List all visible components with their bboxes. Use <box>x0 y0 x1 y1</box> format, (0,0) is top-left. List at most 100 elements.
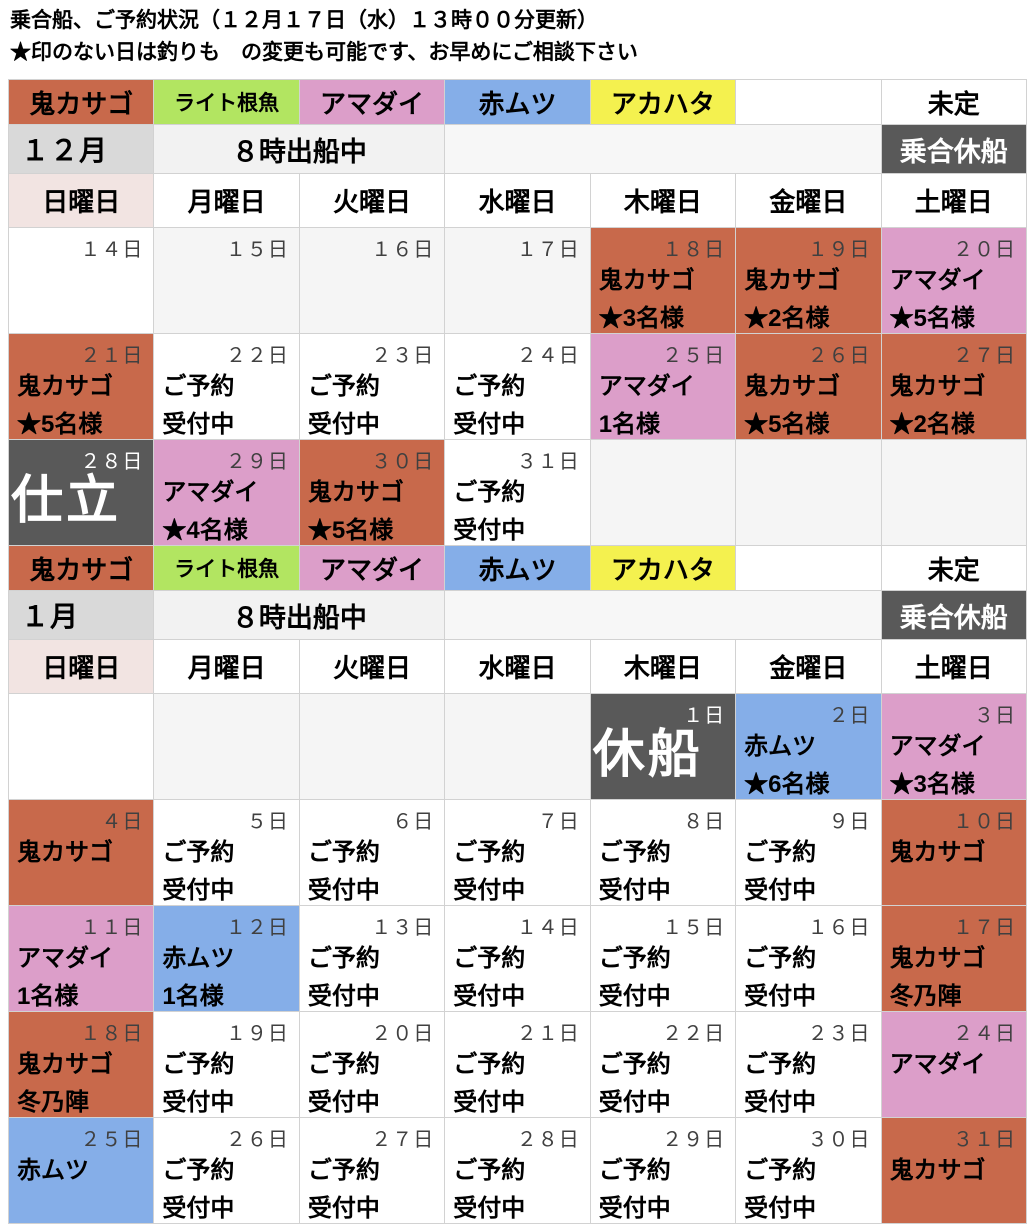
cell-date: ２６日 <box>225 1129 289 1151</box>
calendar-cell: ３日 アマダイ ★3名様 <box>881 694 1026 799</box>
cell-date: ２６日 <box>807 345 871 367</box>
legend-item: ライト根魚 <box>154 546 299 590</box>
cell-date: ２０日 <box>371 1023 435 1045</box>
calendar-cell <box>154 694 299 799</box>
calendar-cell: ８日 ご予約 受付中 <box>590 800 736 905</box>
page-header: 乗合船、ご予約状況（１２月１７日（水）１３時００分更新） ★印のない日は釣りも … <box>0 0 1031 79</box>
cell-line: 鬼カサゴ <box>307 479 404 506</box>
cell-date: ２０日 <box>953 239 1016 261</box>
shared-boat-closed-badge: 乗合休船 <box>881 125 1026 173</box>
cell-line: 1名様 <box>17 983 79 1010</box>
calendar-cell: １３日 ご予約 受付中 <box>299 906 445 1011</box>
cell-date: １９日 <box>807 239 871 261</box>
cell-date: １４日 <box>80 239 144 261</box>
calendar-cell: ６日 ご予約 受付中 <box>299 800 445 905</box>
cell-date: ２５日 <box>80 1129 144 1151</box>
legend-item: アカハタ <box>590 546 736 590</box>
calendar-cell: ７日 ご予約受付中 <box>445 800 590 905</box>
cell-date: ３１日 <box>516 451 580 473</box>
day-header-3: 水曜日 <box>445 640 590 693</box>
cell-line: ご予約 <box>598 945 671 972</box>
calendar-cell: ２６日 ご予約 受付中 <box>154 1118 299 1223</box>
calendar-cell: ２７日 鬼カサゴ ★2名様 <box>881 334 1026 439</box>
cell-date: ２７日 <box>371 1129 435 1151</box>
calendar-cell: １５日 <box>154 228 299 333</box>
departure-note: ８時出船中 <box>154 591 445 639</box>
cell-line: ご予約 <box>453 839 526 866</box>
cell-date: １４日 <box>516 917 580 939</box>
calendar-cell: ２２日 ご予約 受付中 <box>590 1012 736 1117</box>
cell-line: ★3名様 <box>889 771 975 798</box>
calendar-cell: ２３日 ご予約 受付中 <box>736 1012 881 1117</box>
calendar-cell <box>881 440 1026 545</box>
cell-date: １２日 <box>225 917 289 939</box>
cell-line: 1名様 <box>162 983 224 1010</box>
calendar-cell: ２４日 ご予約 受付中 <box>445 334 590 439</box>
cell-date: ４日 <box>101 811 144 833</box>
day-header-2: 火曜日 <box>299 640 445 693</box>
calendar-cell: １０日 鬼カサゴ <box>881 800 1026 905</box>
cell-line: ★5名様 <box>307 517 394 544</box>
day-header-6: 土曜日 <box>881 174 1026 227</box>
cell-date: ２２日 <box>662 1023 726 1045</box>
reservation-calendar: 鬼カサゴ ライト根魚 アマダイ 赤ムツ アカハタ 未定 １２月 ８時出船中 乗合休船 日曜日 月曜日… <box>0 79 1031 1224</box>
month-label: １月 <box>9 591 154 639</box>
calendar-cell: １４日 <box>9 228 154 333</box>
calendar-cell: ２０日 アマダイ ★5名様 <box>881 228 1026 333</box>
cell-line: ご予約 <box>307 839 380 866</box>
cell-line: ご予約 <box>453 945 526 972</box>
cell-line: 1名様 <box>598 411 661 438</box>
cell-line: 受付中 <box>453 877 526 904</box>
cell-line: 鬼カサゴ <box>598 267 695 294</box>
calendar-cell: ２０日 ご予約 受付中 <box>299 1012 445 1117</box>
legend-item: アマダイ <box>299 80 445 124</box>
cell-line: 赤ムツ <box>162 945 235 972</box>
cell-date: ２５日 <box>662 345 726 367</box>
legend-item: 未定 <box>881 546 1026 590</box>
cell-line: 受付中 <box>162 1195 235 1222</box>
cell-date: ２４日 <box>953 1023 1016 1045</box>
calendar-cell: ２９日 アマダイ ★4名様 <box>154 440 299 545</box>
calendar-cell <box>590 440 736 545</box>
cell-line: 受付中 <box>453 411 526 438</box>
cell-line: ご予約 <box>744 839 817 866</box>
cell-line: ご予約 <box>307 1157 380 1184</box>
legend-item: 赤ムツ <box>445 546 590 590</box>
cell-date: ７日 <box>537 811 580 833</box>
cell-date: ２９日 <box>225 451 289 473</box>
cell-date: ２日 <box>828 705 871 727</box>
cell-date: １５日 <box>662 917 726 939</box>
page-subtitle: ★印のない日は釣りも の変更も可能です、お早めにご相談下さい <box>10 41 638 64</box>
cell-line: アマダイ <box>17 945 113 972</box>
cell-line: 受付中 <box>162 411 235 438</box>
cell-line: アマダイ <box>889 1051 986 1078</box>
legend-item: アマダイ <box>299 546 445 590</box>
cell-date: １６日 <box>371 239 435 261</box>
calendar-cell: １８日 鬼カサゴ 冬乃陣 <box>9 1012 154 1117</box>
cell-line: ご予約 <box>307 373 380 400</box>
cell-line: ご予約 <box>162 373 235 400</box>
calendar-cell: １５日 ご予約 受付中 <box>590 906 736 1011</box>
cell-date: １６日 <box>807 917 871 939</box>
cell-date: ３１日 <box>953 1129 1016 1151</box>
month-section: 鬼カサゴ ライト根魚 アマダイ 赤ムツ アカハタ 未定 １月 ８時出船中 乗合休船 日曜日 月曜日火… <box>8 546 1027 1224</box>
cell-line: 受付中 <box>598 1195 671 1222</box>
calendar-cell: ２１日 鬼カサゴ ★5名様 <box>9 334 154 439</box>
cell-line: ご予約 <box>307 945 380 972</box>
cell-line: ご予約 <box>598 1051 671 1078</box>
cell-date: ８日 <box>683 811 726 833</box>
calendar-cell: ３０日鬼カサゴ ★5名様 <box>299 440 445 545</box>
cell-line: 受付中 <box>453 1089 526 1116</box>
cell-line: ご予約 <box>744 1051 817 1078</box>
cell-date: ５日 <box>246 811 289 833</box>
cell-date: １日 <box>683 705 726 727</box>
cell-line: 受付中 <box>307 411 380 438</box>
cell-line: ご予約 <box>744 945 817 972</box>
cell-date: ３０日 <box>371 451 435 473</box>
cell-line: ご予約 <box>598 839 671 866</box>
cell-line: 赤ムツ <box>17 1157 89 1184</box>
legend-item: 鬼カサゴ <box>9 80 154 124</box>
cell-line: ★5名様 <box>744 411 830 438</box>
cell-line: ★6名様 <box>744 771 830 798</box>
calendar-cell: ２５日赤ムツ <box>9 1118 154 1223</box>
